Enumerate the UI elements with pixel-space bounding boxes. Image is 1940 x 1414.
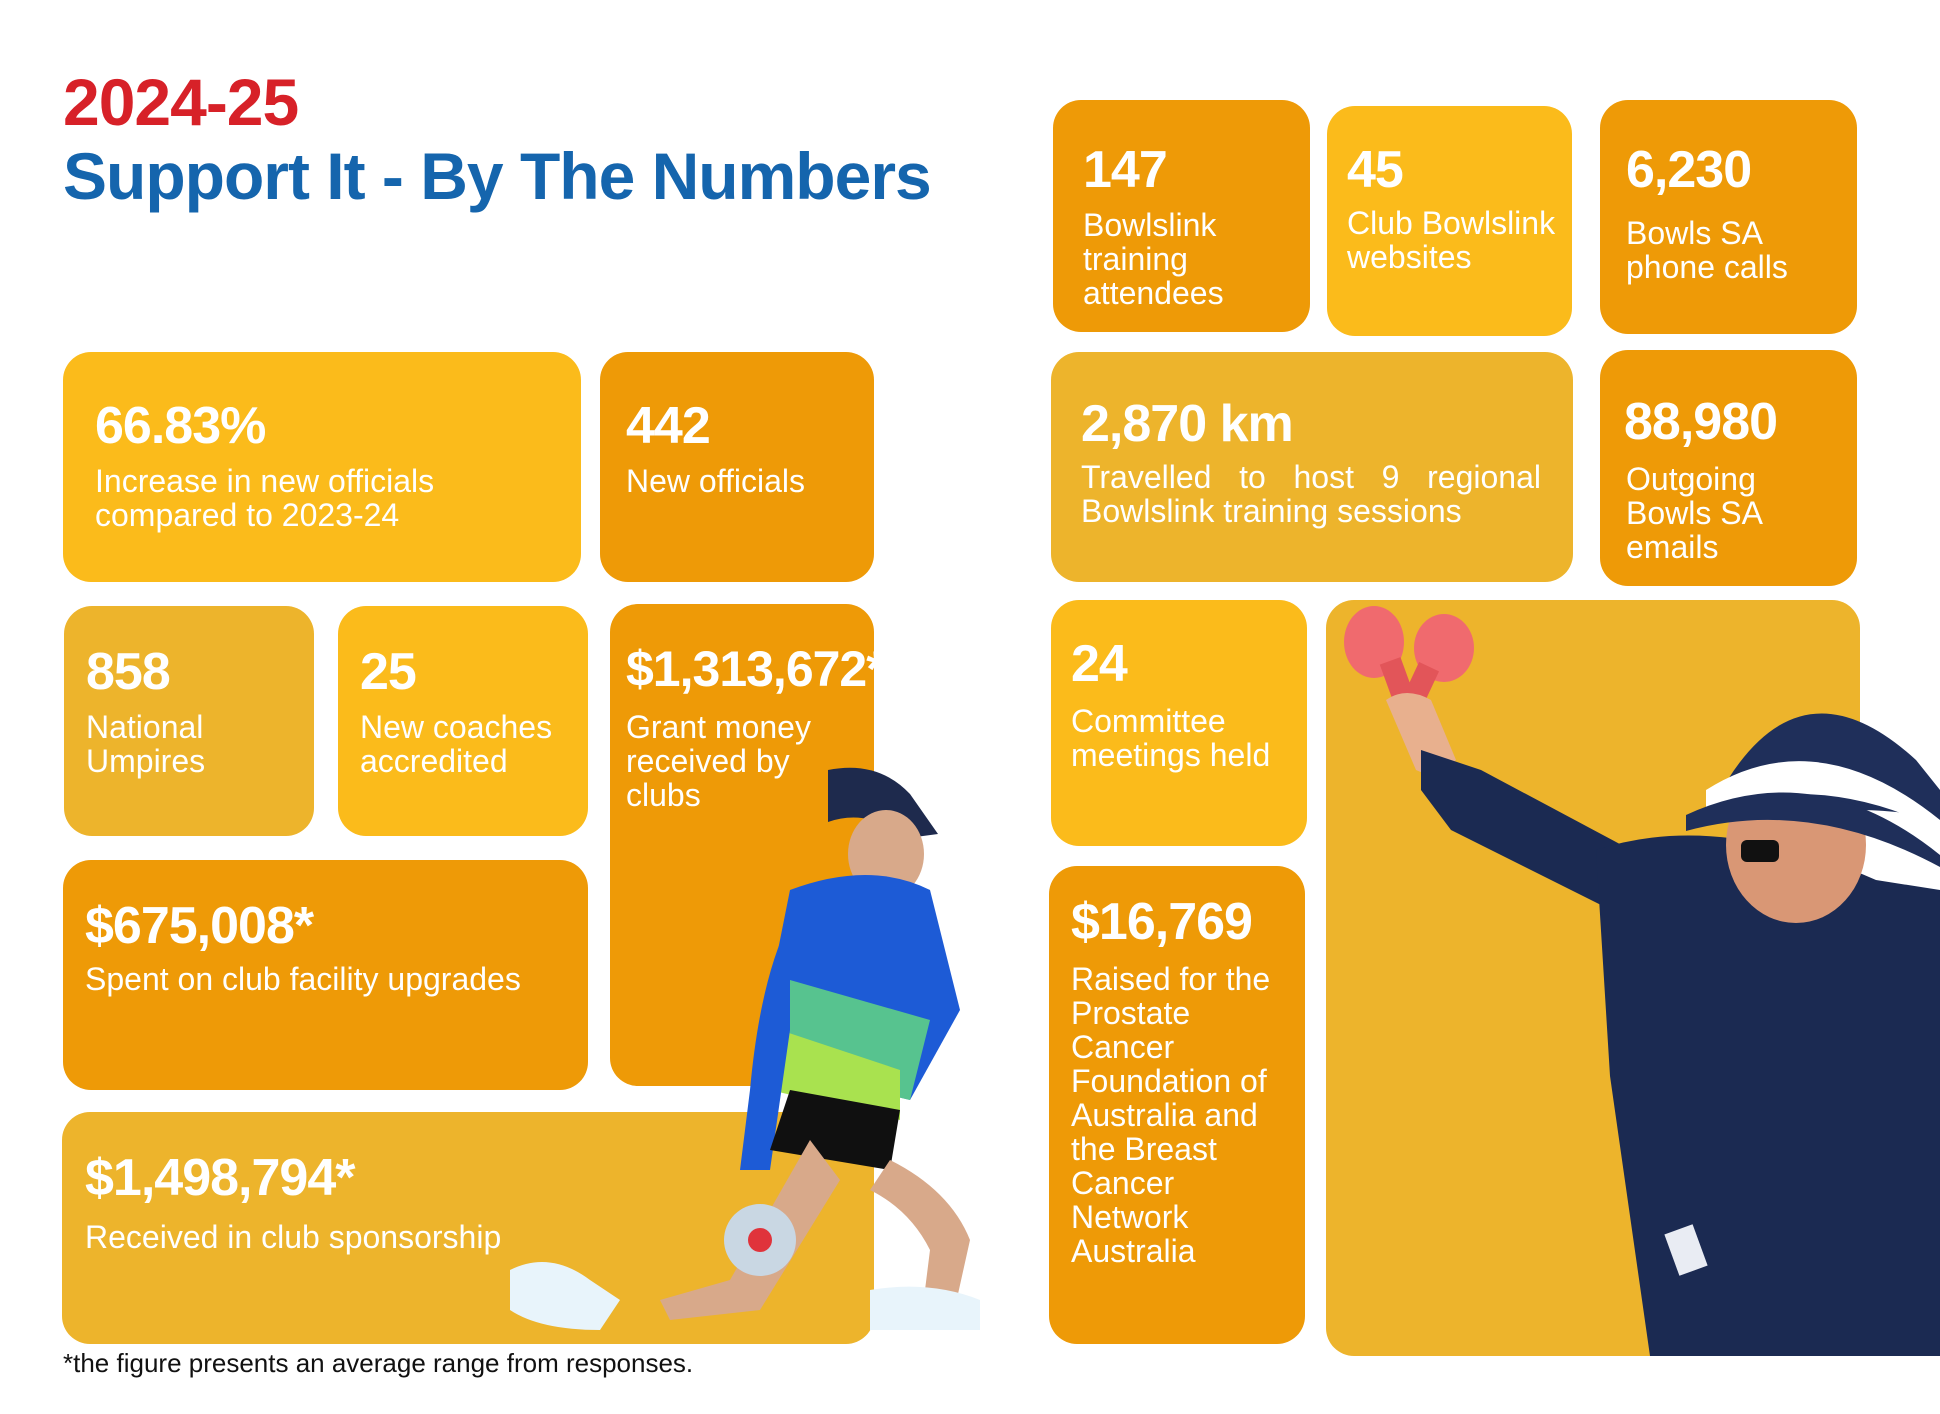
stat-card-committee-meetings: 24 Committee meetings held bbox=[1051, 600, 1307, 846]
stat-value: $16,769 bbox=[1071, 893, 1253, 951]
stat-label: Received in club sponsorship bbox=[85, 1219, 502, 1255]
stat-card-km-travelled: 2,870 km Travelled to host 9 regional Bo… bbox=[1051, 352, 1573, 582]
stat-card-new-officials: 442 New officials bbox=[600, 352, 874, 582]
umpire-photo bbox=[1344, 606, 1940, 1356]
stat-value: 24 bbox=[1071, 635, 1128, 693]
stat-value: 66.83% bbox=[95, 397, 266, 455]
stat-label: Committee meetings held bbox=[1071, 703, 1271, 773]
stat-value: 147 bbox=[1083, 141, 1168, 199]
bowler-photo bbox=[510, 767, 980, 1330]
stat-label: Bowlslink training attendees bbox=[1083, 207, 1224, 311]
stat-card-new-coaches: 25 New coaches accredited bbox=[338, 606, 588, 836]
stat-card-phone-calls: 6,230 Bowls SA phone calls bbox=[1600, 100, 1857, 334]
stat-card-facility-upgrades: $675,008* Spent on club facility upgrade… bbox=[63, 860, 588, 1090]
stat-label: Spent on club facility upgrades bbox=[85, 961, 521, 997]
stat-label: Grant money received by clubs bbox=[626, 709, 811, 813]
stat-label: Outgoing Bowls SA emails bbox=[1626, 461, 1762, 565]
stat-card-outgoing-emails: 88,980 Outgoing Bowls SA emails bbox=[1600, 350, 1857, 586]
stat-value: 442 bbox=[626, 397, 711, 455]
footnote: *the figure presents an average range fr… bbox=[63, 1348, 694, 1378]
stat-value: 45 bbox=[1347, 141, 1404, 199]
stat-card-training-attendees: 147 Bowlslink training attendees bbox=[1053, 100, 1310, 332]
stat-label: National Umpires bbox=[86, 709, 206, 779]
report-year: 2024-25 bbox=[63, 65, 299, 139]
stat-label: New coaches accredited bbox=[360, 709, 553, 779]
stat-label: New officials bbox=[626, 463, 806, 499]
stat-value: 6,230 bbox=[1626, 141, 1752, 199]
page-title: Support It - By The Numbers bbox=[63, 139, 932, 213]
stat-label: Increase in new officials compared to 20… bbox=[95, 463, 435, 533]
stat-card-increase-officials: 66.83% Increase in new officials compare… bbox=[63, 352, 581, 582]
stat-label: Travelled to host 9 regional Bowlslink t… bbox=[1081, 459, 1541, 529]
stat-label: Bowls SA phone calls bbox=[1626, 215, 1788, 285]
stat-value: 25 bbox=[360, 643, 417, 701]
stat-value: 88,980 bbox=[1624, 393, 1778, 451]
stat-value: 2,870 km bbox=[1081, 395, 1294, 453]
stat-value: $1,498,794* bbox=[85, 1149, 355, 1207]
stat-card-national-umpires: 858 National Umpires bbox=[64, 606, 314, 836]
stat-card-raised-cancer: $16,769 Raised for the Prostate Cancer F… bbox=[1049, 866, 1305, 1344]
stat-label: Club Bowlslink websites bbox=[1347, 205, 1556, 275]
stat-card-club-websites: 45 Club Bowlslink websites bbox=[1327, 106, 1572, 336]
stat-value: $675,008* bbox=[85, 897, 314, 955]
stat-value: 858 bbox=[86, 643, 171, 701]
stat-label: Raised for the Prostate Cancer Foundatio… bbox=[1071, 961, 1271, 1269]
stat-value: $1,313,672* bbox=[626, 641, 886, 697]
